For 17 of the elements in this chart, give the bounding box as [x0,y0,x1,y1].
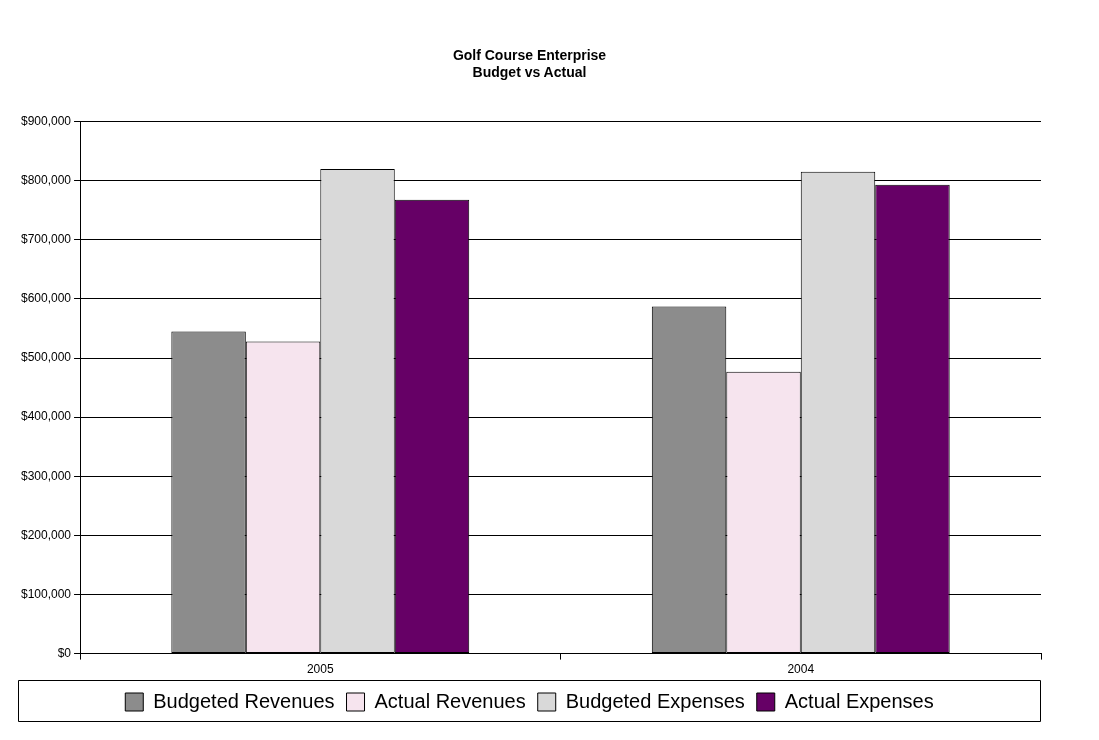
y-tick-label: $700,000 [20,232,72,247]
y-tick-label: $900,000 [20,113,72,128]
legend-label: Budgeted Revenues [153,689,335,712]
y-tick-label: $0 [57,645,72,660]
y-tick-label: $300,000 [20,468,72,483]
x-tick-label: 2004 [787,662,815,677]
y-tick-label: $500,000 [20,350,72,365]
y-tick-label: $800,000 [20,173,72,188]
y-tick-label: $600,000 [20,291,72,306]
legend-label: Budgeted Expenses [565,689,745,712]
legend-label: Actual Revenues [374,689,526,712]
chart-title: Golf Course Enterprise Budget vs Actual [452,47,607,81]
y-tick-label: $400,000 [20,409,72,424]
x-tick-label: 2005 [306,662,334,677]
y-tick-label: $200,000 [20,527,72,542]
y-tick-label: $100,000 [20,586,72,601]
legend-label: Actual Expenses [784,689,934,712]
